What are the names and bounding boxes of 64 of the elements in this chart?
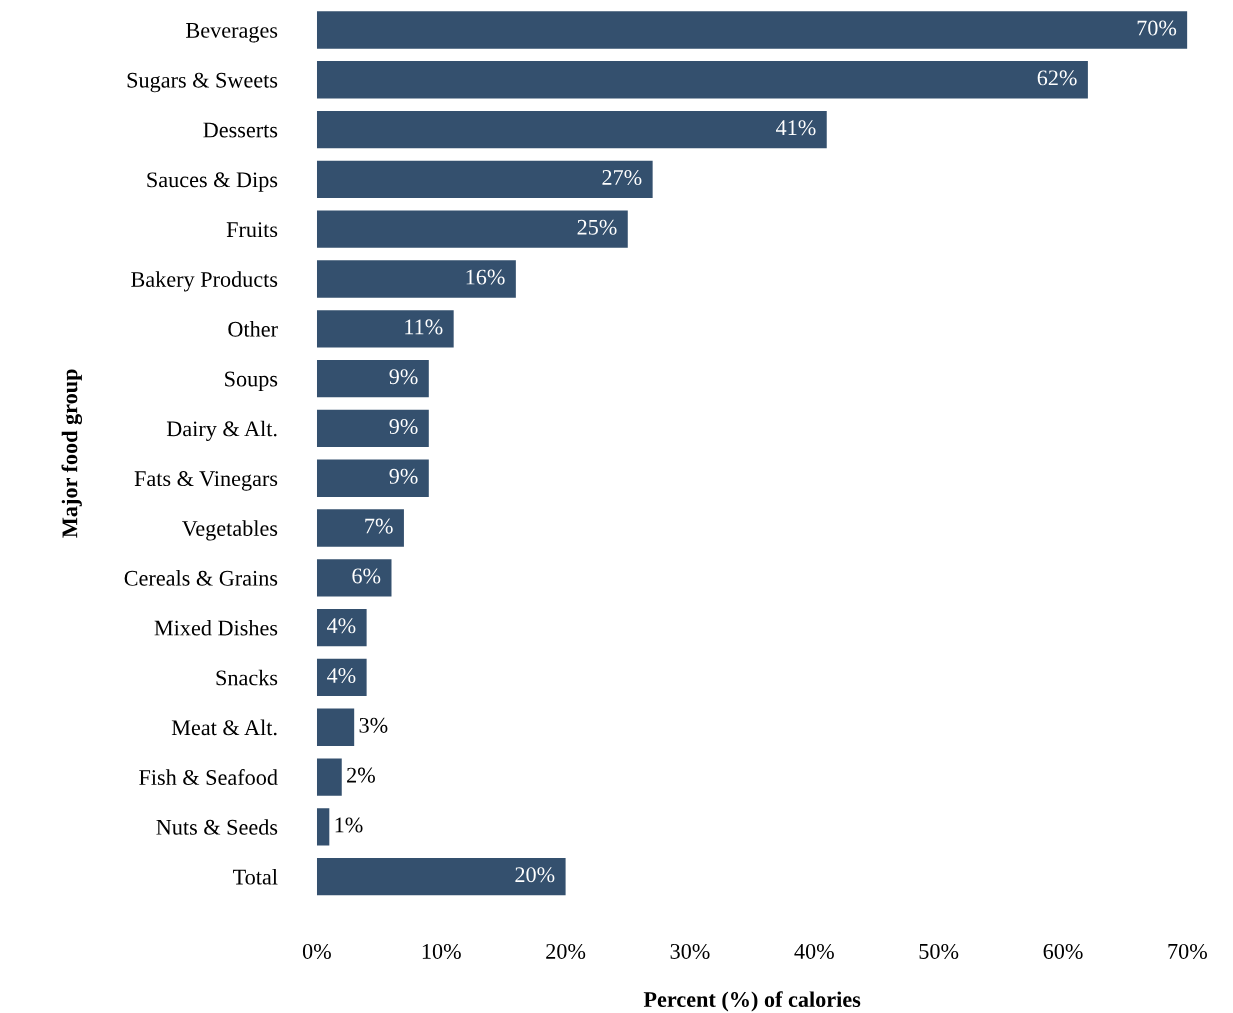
bar (316, 110, 827, 149)
x-tick-label: 70% (1168, 943, 1207, 959)
bar (316, 857, 566, 896)
y-tick-label: Sauces & Dips (147, 172, 278, 192)
data-label: 27% (602, 169, 642, 186)
bar (316, 608, 367, 647)
y-tick-label: Other (228, 321, 278, 337)
bar (316, 409, 429, 448)
bar (316, 808, 330, 846)
bar (316, 260, 516, 298)
data-label: 7% (365, 518, 393, 534)
bar (316, 708, 355, 746)
x-axis-title: Percent (%) of calories (643, 991, 861, 1012)
data-label: 25% (577, 219, 617, 235)
data-label: 62% (1037, 70, 1077, 86)
bar (316, 758, 342, 796)
x-tick-label: 0% (302, 943, 331, 959)
bar (316, 559, 392, 597)
data-label: 9% (389, 369, 418, 385)
y-tick-label: Desserts (203, 122, 278, 138)
x-tick-label: 30% (670, 943, 710, 959)
bar (316, 509, 404, 547)
data-label: 16% (466, 269, 505, 285)
x-tick-label: 10% (422, 943, 461, 959)
y-tick-label: Sugars & Sweets (127, 72, 278, 93)
x-tick-label: 40% (794, 943, 834, 959)
data-label: 3% (359, 717, 388, 733)
bar (316, 658, 367, 697)
bar (316, 61, 1088, 99)
bar (316, 11, 1188, 49)
y-tick-label: Cereals & Grains (124, 570, 278, 586)
bar (316, 210, 628, 248)
bar (316, 359, 429, 398)
data-label: 1% (335, 817, 363, 833)
y-tick-label: Fats & Vinegars (134, 471, 278, 491)
data-label: 11% (405, 319, 443, 335)
bar (316, 310, 454, 348)
data-label: 2% (347, 767, 375, 783)
y-tick-label: Nuts & Seeds (156, 819, 278, 835)
y-tick-label: Vegetables (181, 520, 278, 541)
x-tick-label: 60% (1043, 943, 1083, 959)
x-tick-label: 20% (546, 943, 586, 959)
y-tick-label: Dairy & Alt. (166, 420, 277, 441)
bar (316, 160, 653, 199)
data-label: 4% (326, 618, 356, 634)
data-label: 20% (515, 867, 555, 883)
y-tick-label: Total (233, 868, 278, 885)
data-label: 70% (1137, 20, 1177, 36)
y-tick-label: Bakery Products (131, 271, 278, 292)
y-tick-label: Snacks (216, 669, 278, 686)
y-axis-title: Major food group (61, 369, 83, 538)
x-tick-label: 50% (919, 943, 959, 959)
y-tick-label: Beverages (186, 23, 278, 43)
y-tick-label: Meat & Alt. (171, 719, 277, 736)
y-tick-label: Soups (225, 371, 278, 392)
data-label: 41% (776, 120, 816, 136)
y-tick-label: Fish & Seafood (139, 769, 278, 785)
bar (316, 459, 429, 497)
data-label: 9% (389, 418, 418, 435)
y-tick-label: Mixed Dishes (154, 619, 278, 636)
data-label: 9% (389, 468, 418, 484)
y-tick-label: Fruits (226, 222, 278, 238)
data-label: 6% (352, 568, 381, 584)
data-label: 4% (326, 668, 356, 684)
